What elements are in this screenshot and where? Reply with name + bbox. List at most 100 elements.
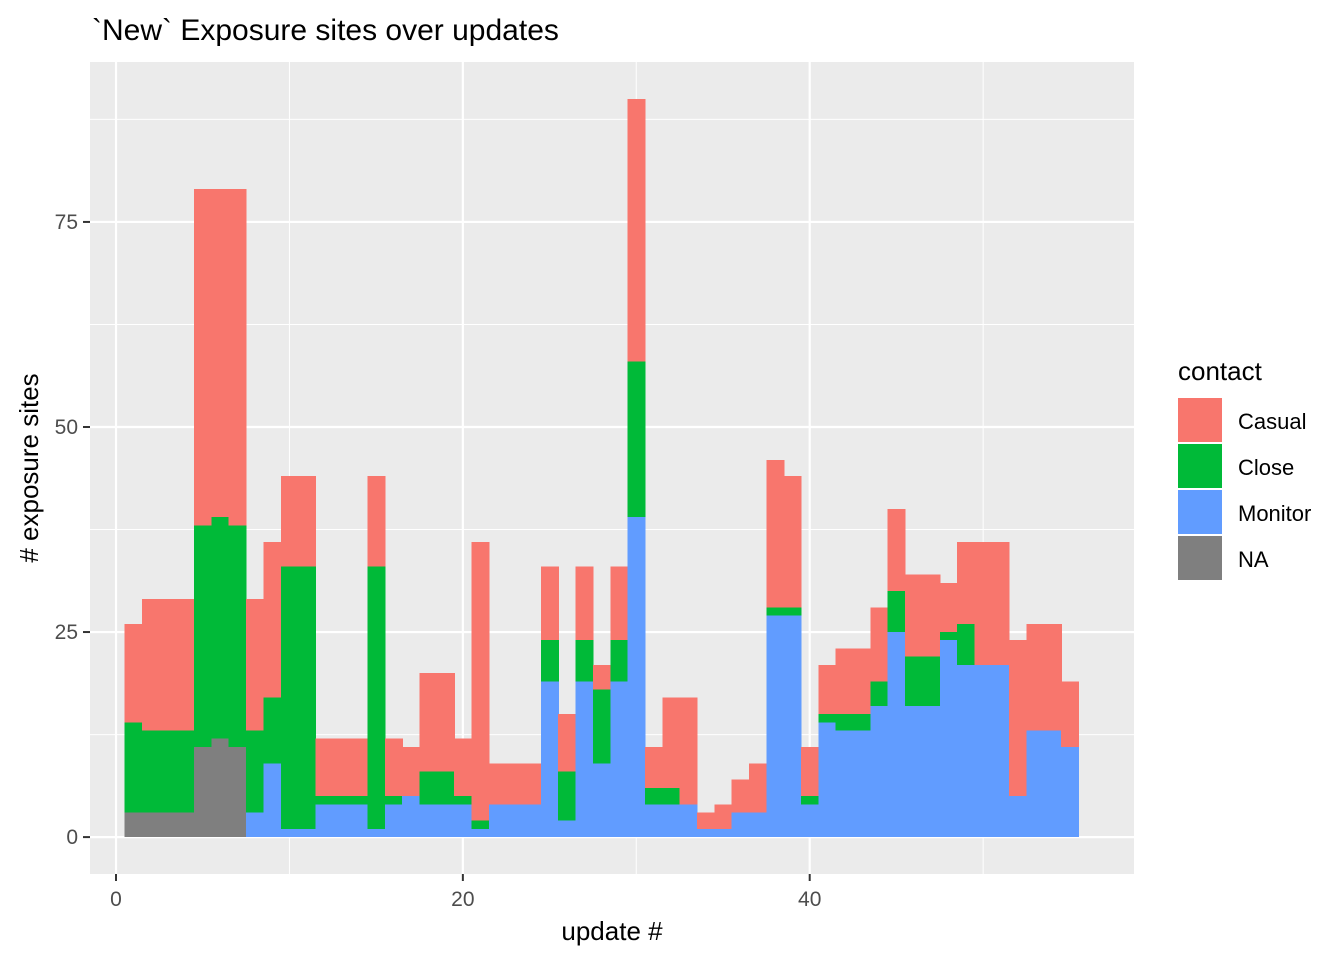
bar-close-update-25 — [540, 640, 559, 682]
bar-na-update-2 — [142, 812, 160, 838]
bar-close-update-11 — [298, 566, 317, 829]
bar-casual-update-46 — [905, 574, 924, 657]
legend-label-close: Close — [1238, 455, 1294, 480]
bar-close-update-47 — [922, 656, 941, 706]
bar-monitor-update-41 — [818, 722, 837, 838]
bar-close-update-14 — [350, 796, 369, 805]
bar-casual-update-7 — [228, 189, 247, 526]
legend-key-na — [1178, 536, 1222, 580]
bar-monitor-update-42 — [835, 730, 854, 838]
bar-casual-update-26 — [558, 714, 577, 772]
bar-monitor-update-18 — [419, 804, 438, 838]
bar-casual-update-52 — [1009, 640, 1028, 797]
legend: contact Casual Close Monitor NA — [1178, 356, 1311, 580]
x-tick-label: 20 — [451, 888, 474, 911]
bar-monitor-update-32 — [662, 804, 681, 838]
bar-casual-update-47 — [922, 574, 941, 657]
bar-monitor-update-35 — [714, 828, 733, 838]
bar-close-update-10 — [280, 566, 299, 829]
bar-casual-update-18 — [419, 673, 438, 772]
bar-casual-update-15 — [367, 476, 386, 567]
bar-casual-update-4 — [176, 599, 195, 731]
bar-close-update-32 — [662, 787, 681, 805]
bar-monitor-update-8 — [246, 812, 265, 838]
bar-close-update-20 — [454, 796, 473, 805]
bars — [124, 98, 1080, 838]
bar-monitor-update-40 — [801, 804, 819, 838]
bar-casual-update-1 — [124, 623, 143, 723]
bar-monitor-update-47 — [922, 705, 941, 838]
bar-casual-update-16 — [384, 738, 403, 797]
y-tick-label: 0 — [66, 826, 78, 849]
bar-monitor-update-25 — [540, 681, 559, 838]
bar-close-update-15 — [367, 566, 386, 829]
bar-casual-update-22 — [488, 763, 507, 805]
bar-close-update-2 — [142, 730, 160, 813]
bar-monitor-update-15 — [367, 828, 386, 838]
bar-close-update-49 — [957, 623, 976, 665]
bar-close-update-39 — [783, 607, 802, 616]
bar-close-update-46 — [905, 656, 924, 706]
bar-casual-update-54 — [1043, 623, 1062, 731]
bar-casual-update-12 — [315, 738, 334, 797]
bar-monitor-update-30 — [627, 517, 646, 838]
bar-monitor-update-20 — [454, 804, 473, 838]
bar-casual-update-48 — [939, 582, 958, 633]
bar-casual-update-29 — [610, 566, 629, 641]
legend-key-monitor — [1178, 490, 1222, 534]
bar-monitor-update-10 — [280, 828, 299, 838]
legend-key-close — [1178, 444, 1222, 488]
bar-monitor-update-53 — [1026, 730, 1045, 838]
bar-close-update-42 — [835, 714, 854, 731]
bar-monitor-update-31 — [644, 804, 663, 838]
bar-monitor-update-24 — [523, 804, 542, 838]
bar-close-update-30 — [627, 361, 646, 518]
bar-casual-update-23 — [506, 763, 525, 805]
bar-close-update-5 — [194, 525, 212, 747]
bar-close-update-12 — [315, 796, 334, 805]
bar-monitor-update-49 — [957, 664, 976, 838]
bar-monitor-update-21 — [471, 828, 490, 838]
legend-label-monitor: Monitor — [1238, 501, 1311, 526]
bar-monitor-update-37 — [749, 812, 767, 838]
bar-close-update-13 — [332, 796, 351, 805]
bar-close-update-29 — [610, 640, 629, 682]
bar-close-update-38 — [766, 607, 785, 616]
bar-monitor-update-16 — [384, 804, 403, 838]
bar-casual-update-41 — [818, 664, 837, 715]
axis-ticks: 0 20 40 0 25 50 75 — [55, 211, 822, 911]
bar-close-update-6 — [211, 517, 230, 739]
bar-close-update-9 — [263, 697, 282, 764]
bar-close-update-3 — [159, 730, 178, 813]
bar-monitor-update-33 — [679, 804, 698, 838]
bar-casual-update-35 — [714, 804, 733, 829]
bar-close-update-45 — [887, 591, 906, 633]
bar-close-update-8 — [246, 730, 265, 813]
bar-casual-update-2 — [142, 599, 160, 731]
bar-casual-update-17 — [402, 746, 421, 797]
y-tick-label: 50 — [55, 416, 78, 439]
bar-close-update-28 — [592, 689, 611, 764]
bar-close-update-16 — [384, 796, 403, 805]
bar-casual-update-43 — [853, 648, 871, 715]
bar-casual-update-44 — [870, 607, 889, 682]
bar-monitor-update-55 — [1061, 746, 1080, 838]
bar-monitor-update-38 — [766, 615, 785, 838]
bar-casual-update-10 — [280, 476, 299, 567]
bar-monitor-update-45 — [887, 632, 906, 838]
bar-casual-update-30 — [627, 98, 646, 362]
bar-casual-update-21 — [471, 541, 490, 821]
bar-casual-update-36 — [731, 779, 750, 813]
bar-na-update-6 — [211, 738, 230, 838]
bar-monitor-update-11 — [298, 828, 317, 838]
bar-monitor-update-44 — [870, 705, 889, 838]
bar-monitor-update-43 — [853, 730, 871, 838]
bar-close-update-31 — [644, 787, 663, 805]
bar-monitor-update-48 — [939, 640, 958, 838]
bar-casual-update-53 — [1026, 623, 1045, 731]
bar-casual-update-28 — [592, 664, 611, 690]
bar-casual-update-5 — [194, 189, 212, 526]
bar-casual-update-19 — [436, 673, 455, 772]
x-tick-label: 40 — [798, 888, 821, 911]
bar-casual-update-42 — [835, 648, 854, 715]
